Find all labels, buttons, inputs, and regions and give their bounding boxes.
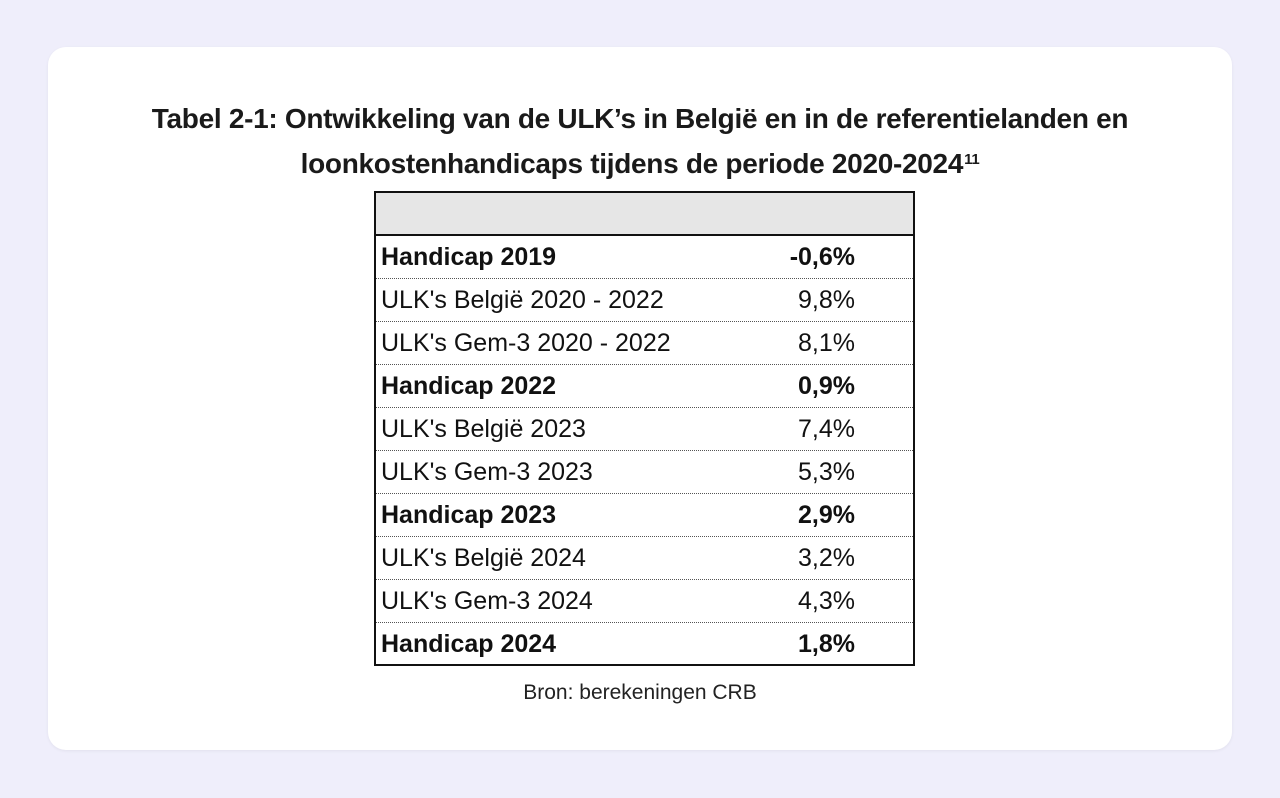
row-label: Handicap 2023 <box>381 501 557 529</box>
document-card: Tabel 2-1: Ontwikkeling van de ULK’s in … <box>48 47 1232 750</box>
row-label: ULK's Gem-3 2023 <box>381 458 593 486</box>
row-label: ULK's België 2024 <box>381 544 586 572</box>
row-value: 0,9% <box>798 372 855 400</box>
row-value: 3,2% <box>798 544 855 572</box>
row-value: 4,3% <box>798 587 855 615</box>
table-row: ULK's België 2024 3,2% <box>376 537 913 580</box>
row-value: 9,8% <box>798 286 855 314</box>
row-value: 2,9% <box>798 501 855 529</box>
footnote-marker: 11 <box>964 151 980 168</box>
row-label: ULK's Gem-3 2024 <box>381 587 593 615</box>
row-value: 5,3% <box>798 458 855 486</box>
row-value: 1,8% <box>798 630 855 658</box>
row-value: -0,6% <box>789 243 855 271</box>
table-row: ULK's Gem-3 2023 5,3% <box>376 451 913 494</box>
table-row: Handicap 2022 0,9% <box>376 365 913 408</box>
row-value: 7,4% <box>798 415 855 443</box>
row-label: ULK's België 2020 - 2022 <box>381 286 664 314</box>
row-label: ULK's België 2023 <box>381 415 586 443</box>
table-row: ULK's Gem-3 2020 - 2022 8,1% <box>376 322 913 365</box>
table-row: Handicap 2019 -0,6% <box>376 236 913 279</box>
handicap-table: Handicap 2019 -0,6% ULK's België 2020 - … <box>374 191 915 666</box>
source-note: Bron: berekeningen CRB <box>523 681 757 704</box>
table-row: Handicap 2023 2,9% <box>376 494 913 537</box>
row-value: 8,1% <box>798 329 855 357</box>
table-row: Handicap 2024 1,8% <box>376 623 913 664</box>
table-title-line-1: Tabel 2-1: Ontwikkeling van de ULK’s in … <box>151 103 1129 134</box>
table-title: Tabel 2-1: Ontwikkeling van de ULK’s in … <box>48 96 1232 186</box>
table-header-row <box>376 193 913 236</box>
table-row: ULK's België 2023 7,4% <box>376 408 913 451</box>
table-row: ULK's België 2020 - 2022 9,8% <box>376 279 913 322</box>
row-label: Handicap 2019 <box>381 243 557 271</box>
table-row: ULK's Gem-3 2024 4,3% <box>376 580 913 623</box>
table-title-line-2: loonkostenhandicaps tijdens de periode 2… <box>300 148 980 179</box>
row-label: Handicap 2024 <box>381 630 557 658</box>
row-label: Handicap 2022 <box>381 372 557 400</box>
row-label: ULK's Gem-3 2020 - 2022 <box>381 329 671 357</box>
